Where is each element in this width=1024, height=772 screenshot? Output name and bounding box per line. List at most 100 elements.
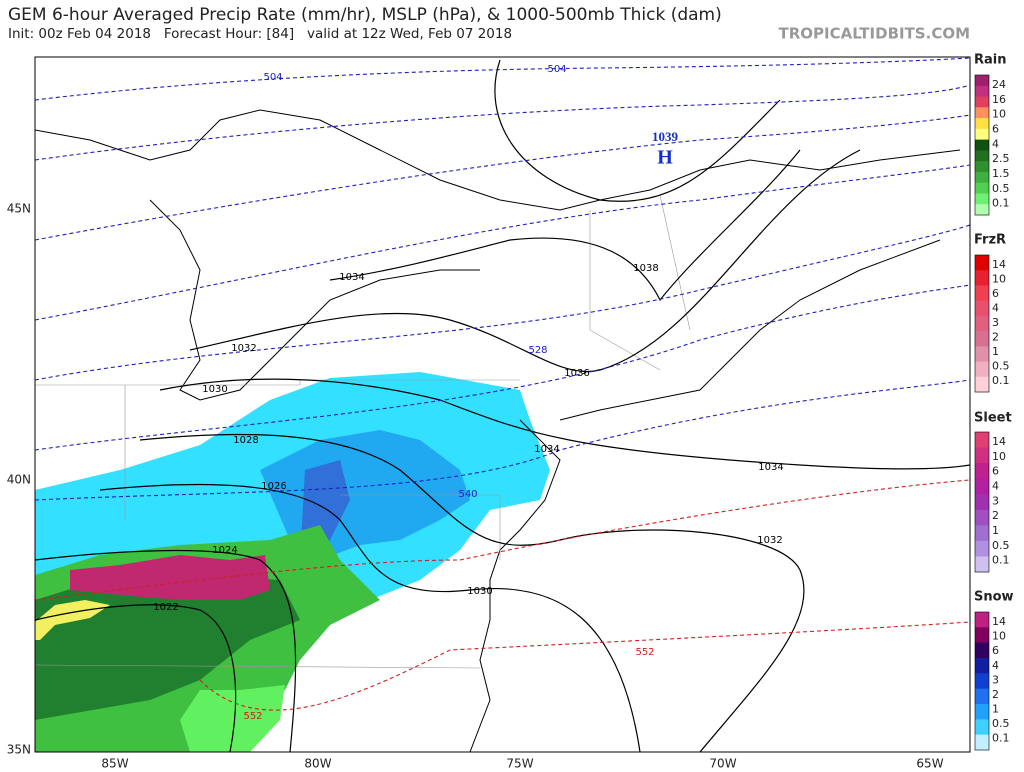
legend-swatch bbox=[975, 540, 989, 557]
legend-swatch bbox=[975, 193, 989, 205]
legend-label: 1 bbox=[992, 524, 999, 537]
legend-swatch bbox=[975, 300, 989, 317]
legend-swatch bbox=[975, 463, 989, 480]
legend-label: 0.5 bbox=[992, 717, 1010, 730]
legend-label: 0.1 bbox=[992, 732, 1010, 745]
legend-title: FrzR bbox=[974, 233, 1006, 248]
thickness-label: 552 bbox=[243, 711, 262, 722]
legend-swatch bbox=[975, 75, 989, 87]
legend-swatch bbox=[975, 128, 989, 141]
legend-frame bbox=[974, 611, 990, 751]
legend-swatch bbox=[975, 171, 989, 184]
isobar-label: 1030 bbox=[202, 384, 227, 395]
legend-swatch bbox=[975, 361, 989, 378]
legend-frame bbox=[974, 431, 990, 573]
thickness-label: 540 bbox=[458, 489, 477, 500]
legend-title: Sleet bbox=[974, 411, 1012, 426]
legend-label: 16 bbox=[992, 93, 1006, 106]
legend-swatch bbox=[975, 96, 989, 108]
legend-label: 0.5 bbox=[992, 182, 1010, 195]
thickness-label: 552 bbox=[635, 647, 654, 658]
legend-swatch bbox=[975, 118, 989, 130]
coastlines bbox=[35, 109, 961, 752]
legend-swatch bbox=[975, 255, 989, 271]
legend-label: 1.5 bbox=[992, 167, 1010, 180]
legend-label: 4 bbox=[992, 479, 999, 492]
legend-label: 10 bbox=[992, 450, 1006, 463]
legend-swatch bbox=[975, 346, 989, 363]
legend-label: 4 bbox=[992, 659, 999, 672]
isobar-label: 1024 bbox=[212, 545, 237, 556]
legend-swatch bbox=[975, 627, 989, 644]
legend-swatch bbox=[975, 331, 989, 347]
isobar-label: 1026 bbox=[261, 481, 286, 492]
legend-label: 10 bbox=[992, 108, 1006, 121]
legend-label: 1 bbox=[992, 345, 999, 358]
isobar-label: 1022 bbox=[153, 602, 178, 613]
legend-label: 2.5 bbox=[992, 152, 1010, 165]
legend-swatch bbox=[975, 673, 989, 690]
map-area: 504 504 528 540 552 552 1034 1032 1030 1028 1026 10… bbox=[35, 57, 970, 752]
lon-label: 80W bbox=[304, 757, 331, 771]
lon-label: 70W bbox=[709, 757, 736, 771]
isobar-label: 1038 bbox=[633, 263, 658, 274]
legend-label: 3 bbox=[992, 494, 999, 507]
legend-label: 6 bbox=[992, 287, 999, 300]
legend-label: 6 bbox=[992, 465, 999, 478]
legend-label: 3 bbox=[992, 673, 999, 686]
legend-label: 0.5 bbox=[992, 539, 1010, 552]
isobar-label: 1036 bbox=[564, 368, 589, 379]
isobar-label: 1030 bbox=[467, 586, 492, 597]
legend-swatch bbox=[975, 285, 989, 302]
legend-swatch bbox=[975, 182, 989, 194]
legend-label: 2 bbox=[992, 688, 999, 701]
legend-label: 14 bbox=[992, 258, 1006, 271]
legend-swatch bbox=[975, 642, 989, 659]
isobar-label: 1032 bbox=[231, 343, 256, 354]
rain-dark bbox=[35, 575, 300, 720]
legend-swatch bbox=[975, 509, 989, 526]
legend-swatch bbox=[975, 525, 989, 542]
contour-labels: 504 504 528 540 552 552 1034 1032 1030 1028 1026 10… bbox=[153, 64, 783, 722]
legend-label: 3 bbox=[992, 316, 999, 329]
legend-swatch bbox=[975, 704, 989, 720]
legend-swatch bbox=[975, 376, 989, 393]
legend-title: Rain bbox=[974, 53, 1007, 68]
map-title: GEM 6-hour Averaged Precip Rate (mm/hr),… bbox=[8, 5, 722, 25]
legend-label: 10 bbox=[992, 272, 1006, 285]
lon-label: 85W bbox=[101, 757, 128, 771]
thickness-label: 528 bbox=[528, 345, 547, 356]
legend-swatch bbox=[975, 734, 989, 751]
brand: TROPICALTIDBITS.COM bbox=[779, 25, 971, 43]
legend-swatch bbox=[975, 204, 989, 216]
isobar-label: 1034 bbox=[758, 462, 783, 473]
legend-swatch bbox=[975, 270, 989, 286]
legend-label: 24 bbox=[992, 78, 1006, 91]
thickness-label: 504 bbox=[547, 64, 566, 75]
lon-label: 75W bbox=[506, 757, 533, 771]
legend-swatch bbox=[975, 161, 989, 173]
legend-label: 0.1 bbox=[992, 374, 1010, 387]
legend-title: Snow bbox=[974, 590, 1014, 605]
legend-swatch bbox=[975, 150, 989, 162]
legend-swatch bbox=[975, 85, 989, 98]
lat-label: 35N bbox=[7, 743, 31, 757]
legend-label: 14 bbox=[992, 615, 1006, 628]
map-subtitle: Init: 00z Feb 04 2018 Forecast Hour: [84… bbox=[8, 26, 512, 42]
mix-magenta bbox=[70, 555, 270, 600]
borders bbox=[35, 194, 691, 669]
legend-swatch bbox=[975, 556, 989, 573]
legend-swatch bbox=[975, 315, 989, 332]
rain-light bbox=[180, 685, 285, 752]
legend-label: 1 bbox=[992, 703, 999, 716]
legend-frame bbox=[974, 74, 990, 216]
legend-label: 0.5 bbox=[992, 359, 1010, 372]
legend-label: 6 bbox=[992, 122, 999, 135]
legend-swatch bbox=[975, 688, 989, 705]
legend-swatch bbox=[975, 494, 989, 511]
isobar-label: 1028 bbox=[233, 435, 258, 446]
legend-swatch bbox=[975, 432, 989, 449]
legend-label: 6 bbox=[992, 644, 999, 657]
isobar-label: 1034 bbox=[534, 444, 559, 455]
